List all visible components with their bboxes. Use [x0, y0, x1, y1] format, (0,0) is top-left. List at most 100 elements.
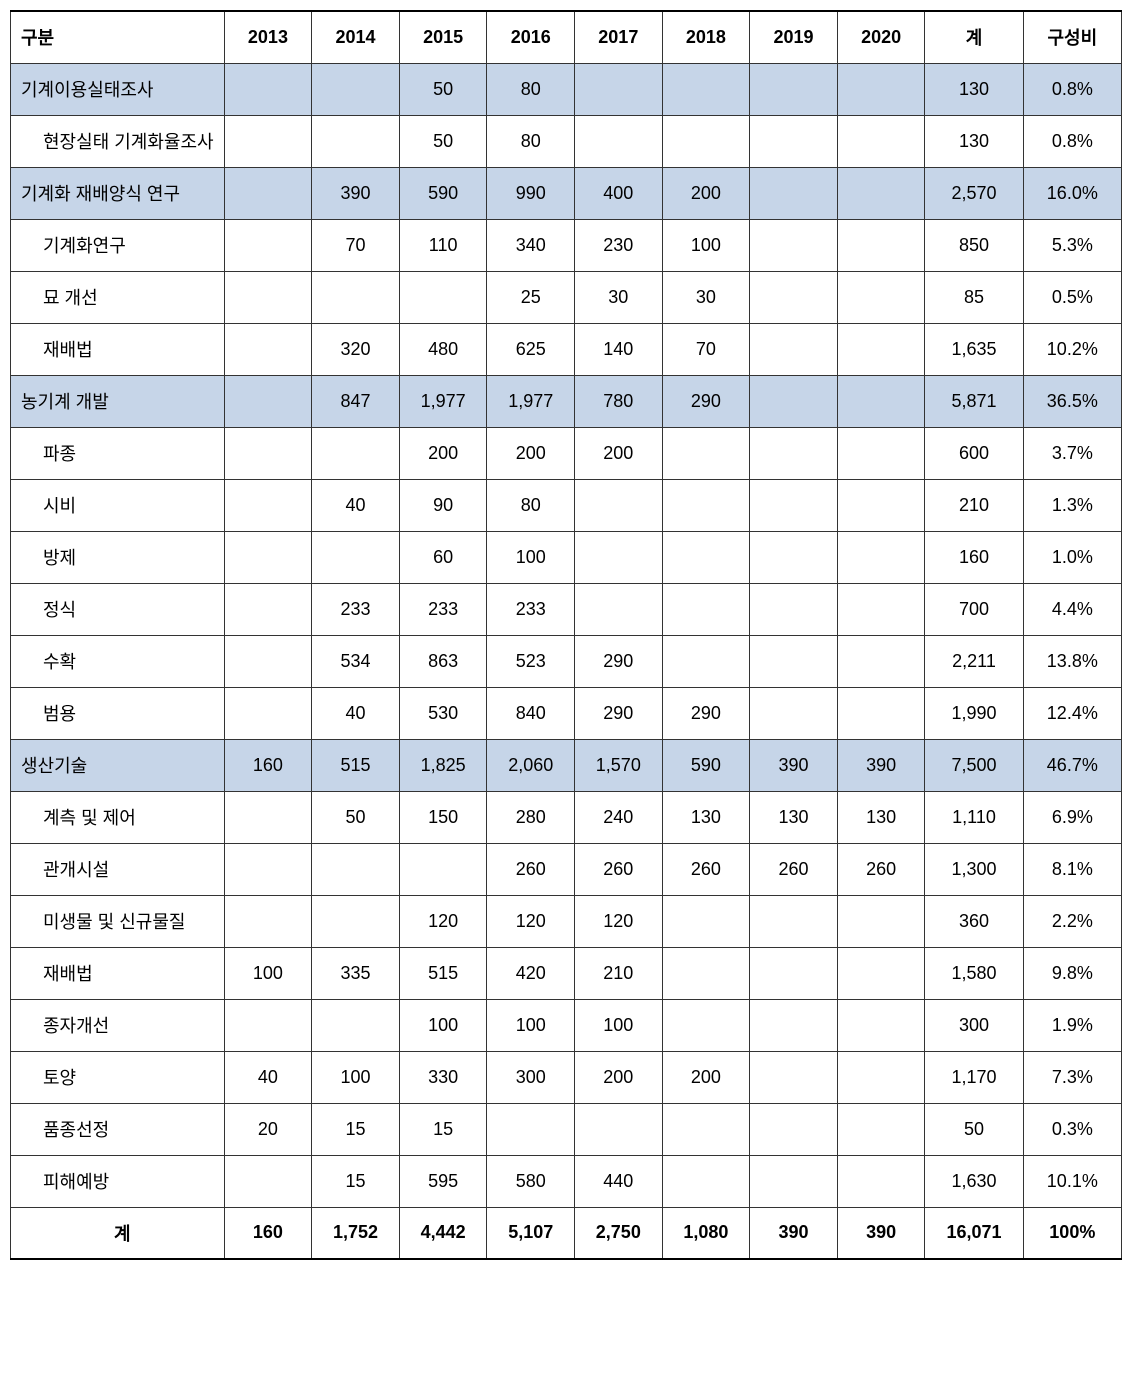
row-ratio: 16.0% [1023, 167, 1121, 219]
table-cell [575, 115, 663, 167]
table-row: 토양401003303002002001,1707.3% [11, 1051, 1122, 1103]
table-cell [575, 531, 663, 583]
table-cell [750, 323, 838, 375]
row-ratio: 10.2% [1023, 323, 1121, 375]
table-cell: 580 [487, 1155, 575, 1207]
table-cell [837, 271, 925, 323]
row-ratio: 5.3% [1023, 219, 1121, 271]
table-cell [662, 999, 750, 1051]
budget-table: 구분 2013 2014 2015 2016 2017 2018 2019 20… [10, 10, 1122, 1260]
table-cell [837, 323, 925, 375]
table-cell [837, 947, 925, 999]
row-ratio: 100% [1023, 1207, 1121, 1259]
header-year: 2019 [750, 11, 838, 63]
table-cell [750, 687, 838, 739]
table-cell [662, 583, 750, 635]
table-cell: 390 [312, 167, 400, 219]
table-cell [575, 63, 663, 115]
table-cell [662, 63, 750, 115]
table-cell [224, 895, 312, 947]
table-row: 기계이용실태조사50801300.8% [11, 63, 1122, 115]
row-total: 2,211 [925, 635, 1023, 687]
table-cell: 4,442 [399, 1207, 487, 1259]
table-cell [224, 271, 312, 323]
table-cell: 320 [312, 323, 400, 375]
table-row: 기계화 재배양식 연구3905909904002002,57016.0% [11, 167, 1122, 219]
row-label: 품종선정 [11, 1103, 225, 1155]
table-cell [662, 479, 750, 531]
table-cell [224, 427, 312, 479]
table-row: 재배법320480625140701,63510.2% [11, 323, 1122, 375]
row-label: 범용 [11, 687, 225, 739]
table-cell [312, 895, 400, 947]
table-cell [837, 375, 925, 427]
table-cell [750, 271, 838, 323]
row-total: 210 [925, 479, 1023, 531]
table-cell [224, 843, 312, 895]
table-cell [575, 1103, 663, 1155]
header-year: 2017 [575, 11, 663, 63]
row-ratio: 9.8% [1023, 947, 1121, 999]
table-cell: 130 [662, 791, 750, 843]
table-cell [224, 479, 312, 531]
table-cell: 60 [399, 531, 487, 583]
table-row: 품종선정201515500.3% [11, 1103, 1122, 1155]
table-cell: 530 [399, 687, 487, 739]
table-row: 파종2002002006003.7% [11, 427, 1122, 479]
table-cell: 233 [312, 583, 400, 635]
row-label: 시비 [11, 479, 225, 531]
table-cell [837, 531, 925, 583]
table-cell [399, 843, 487, 895]
table-cell [224, 115, 312, 167]
table-cell: 290 [662, 687, 750, 739]
header-year: 2015 [399, 11, 487, 63]
table-cell: 210 [575, 947, 663, 999]
row-ratio: 0.8% [1023, 63, 1121, 115]
table-cell [837, 167, 925, 219]
row-total: 16,071 [925, 1207, 1023, 1259]
table-cell: 5,107 [487, 1207, 575, 1259]
table-cell: 480 [399, 323, 487, 375]
table-cell: 515 [312, 739, 400, 791]
table-cell: 40 [312, 687, 400, 739]
header-total: 계 [925, 11, 1023, 63]
table-cell: 400 [575, 167, 663, 219]
table-cell: 1,080 [662, 1207, 750, 1259]
table-cell [662, 635, 750, 687]
table-cell: 534 [312, 635, 400, 687]
table-header: 구분 2013 2014 2015 2016 2017 2018 2019 20… [11, 11, 1122, 63]
row-label: 기계화연구 [11, 219, 225, 271]
row-total: 2,570 [925, 167, 1023, 219]
row-label: 피해예방 [11, 1155, 225, 1207]
row-total: 7,500 [925, 739, 1023, 791]
table-cell: 260 [487, 843, 575, 895]
table-cell: 50 [312, 791, 400, 843]
table-cell: 50 [399, 63, 487, 115]
table-row: 관개시설2602602602602601,3008.1% [11, 843, 1122, 895]
table-cell: 100 [487, 531, 575, 583]
table-cell [312, 427, 400, 479]
table-cell [750, 999, 838, 1051]
table-cell [750, 479, 838, 531]
table-cell [750, 427, 838, 479]
row-total: 50 [925, 1103, 1023, 1155]
table-cell [224, 1155, 312, 1207]
row-label: 농기계 개발 [11, 375, 225, 427]
table-cell [837, 687, 925, 739]
table-row: 계1601,7524,4425,1072,7501,08039039016,07… [11, 1207, 1122, 1259]
table-row: 수확5348635232902,21113.8% [11, 635, 1122, 687]
table-cell [837, 63, 925, 115]
table-cell: 40 [224, 1051, 312, 1103]
table-row: 농기계 개발8471,9771,9777802905,87136.5% [11, 375, 1122, 427]
table-cell: 120 [575, 895, 663, 947]
table-cell: 40 [312, 479, 400, 531]
table-cell: 110 [399, 219, 487, 271]
table-cell: 595 [399, 1155, 487, 1207]
row-label: 종자개선 [11, 999, 225, 1051]
table-cell: 100 [662, 219, 750, 271]
row-label: 계측 및 제어 [11, 791, 225, 843]
table-cell: 515 [399, 947, 487, 999]
table-cell: 1,570 [575, 739, 663, 791]
table-cell [224, 687, 312, 739]
table-cell: 20 [224, 1103, 312, 1155]
